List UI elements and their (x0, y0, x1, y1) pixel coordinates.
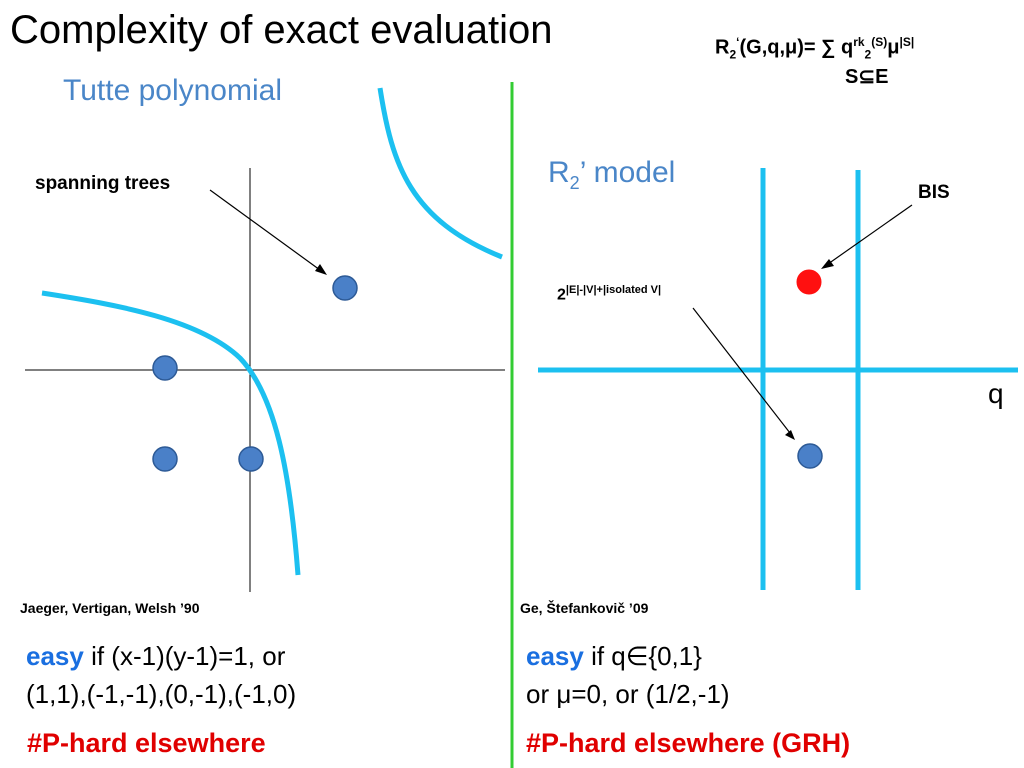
right-easy-condition: if q∈{0,1} (583, 641, 702, 671)
spanning-trees-arrowhead (315, 264, 327, 275)
isolated-arrowhead (785, 430, 795, 440)
right-easy-line1: easy if q∈{0,1} (526, 640, 702, 672)
isolated-label: 2|E|-|V|+|isolated V| (557, 284, 661, 304)
q-axis-label: q (988, 378, 1004, 409)
isolated-arrow (692, 307, 791, 434)
tutte-heading: Tutte polynomial (63, 74, 282, 107)
bis-arrowhead (821, 259, 834, 269)
left-easy-line2: (1,1),(-1,-1),(0,-1),(-1,0) (26, 679, 297, 709)
r2-formula: R2‘(G,q,μ)= ∑ qrk2(S)μ|S| (715, 30, 914, 67)
slide-title: Complexity of exact evaluation (10, 8, 553, 52)
r2-heading-rest: model (585, 156, 676, 189)
bis-label: BIS (918, 182, 950, 203)
left-citation: Jaeger, Vertigan, Welsh ’90 (20, 600, 200, 616)
right-easy-word: easy (526, 641, 584, 671)
formula-sub2: 2 (729, 47, 737, 62)
point-minus1-minus1 (152, 446, 178, 472)
right-citation: Ge, Štefankovič ’09 (520, 600, 649, 616)
formula-sup-rk: rk (853, 35, 865, 49)
formula-sub-rk: 2 (864, 47, 872, 62)
formula-mu: μ (887, 36, 900, 59)
formula-r: R (715, 36, 730, 59)
point-isolated (797, 443, 823, 469)
left-hard-text: #P-hard elsewhere (27, 728, 266, 758)
formula-args: (G,q,μ)= ∑ q (739, 36, 854, 59)
isolated-base: 2 (557, 286, 566, 304)
point-0-minus1 (238, 446, 264, 472)
r2-model-heading: R2’ model (548, 156, 675, 194)
point-bis (796, 269, 822, 295)
isolated-exponent: |E|-|V|+|isolated V| (565, 284, 662, 296)
point-minus1-0 (152, 355, 178, 381)
tutte-hyperbola-upper-branch (377, 87, 503, 260)
spanning-trees-label: spanning trees (35, 173, 171, 194)
r2-heading-r: R (548, 156, 570, 189)
bis-arrow (827, 204, 913, 265)
tutte-hyperbola-lower-branch (41, 290, 301, 576)
point-spanning-trees (332, 275, 358, 301)
left-easy-line1: easy if (x-1)(y-1)=1, or (26, 640, 285, 672)
right-easy-line2: or μ=0, or (1/2,-1) (526, 679, 730, 709)
spanning-trees-arrow (209, 189, 321, 271)
right-hard-text: #P-hard elsewhere (GRH) (526, 728, 851, 758)
formula-sum-range: S⊆E (845, 66, 889, 88)
formula-prime: ‘ (736, 35, 740, 49)
left-easy-condition: if (x-1)(y-1)=1, or (83, 641, 286, 671)
r2-heading-prime: ’ (579, 156, 586, 189)
r2-heading-sub: 2 (569, 173, 580, 193)
left-easy-word: easy (26, 641, 84, 671)
formula-sup-s: (S) (871, 35, 888, 49)
formula-sup-abs: |S| (899, 35, 915, 49)
